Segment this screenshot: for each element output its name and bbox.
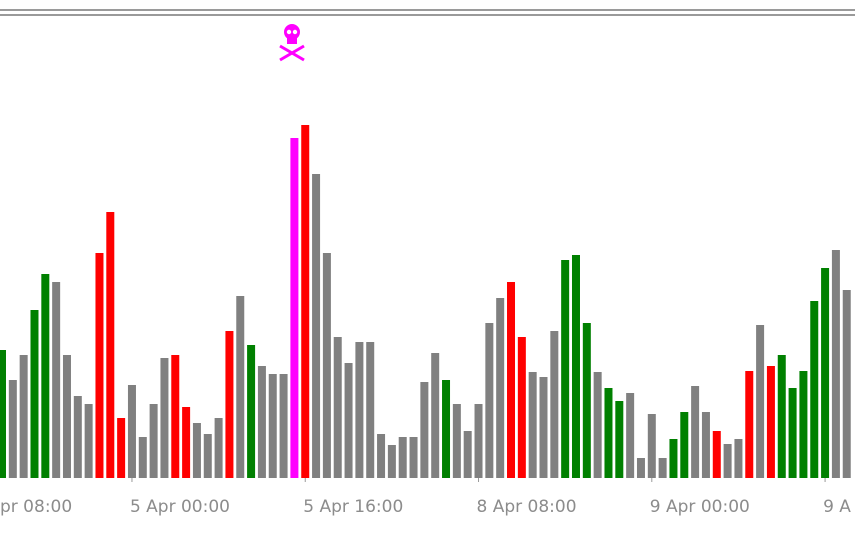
bar: [647, 414, 656, 478]
bar: [539, 377, 548, 478]
bar: [626, 393, 635, 478]
bar: [387, 445, 396, 478]
bar: [420, 382, 429, 478]
bar: [745, 371, 754, 478]
bar: [582, 323, 591, 478]
bar: [203, 434, 212, 478]
bar: [712, 431, 721, 478]
bar: [756, 325, 765, 478]
bar: [777, 355, 786, 478]
bar: [550, 331, 559, 478]
bar: [247, 345, 256, 478]
bar: [485, 323, 494, 478]
bar: [528, 372, 537, 478]
bar: [734, 439, 743, 478]
bar: [788, 388, 797, 478]
bar: [507, 282, 516, 478]
bar: [84, 404, 93, 478]
bar: [669, 439, 678, 478]
bar: [62, 355, 71, 478]
bar: [517, 337, 526, 478]
bar: [192, 423, 201, 478]
bar: [322, 253, 331, 478]
x-tick-label: 8 Apr 08:00: [477, 497, 577, 517]
x-tick-label: 5 Apr 16:00: [303, 497, 403, 517]
bar: [225, 331, 234, 478]
bar: [19, 355, 28, 478]
bar: [0, 350, 6, 478]
bar: [333, 337, 342, 478]
bar: [691, 386, 700, 478]
bar: [593, 372, 602, 478]
bar: [377, 434, 386, 478]
bar: [810, 301, 819, 478]
bar: [236, 296, 245, 478]
bar: [355, 342, 364, 478]
bar: [398, 437, 407, 478]
bar: [409, 437, 418, 478]
bar: [160, 358, 169, 478]
bar: [41, 274, 50, 478]
bar: [182, 407, 191, 478]
bar: [30, 310, 39, 478]
x-tick-label: 9 Apr 00:00: [650, 497, 750, 517]
bar: [268, 374, 277, 478]
bar: [95, 253, 104, 478]
x-tick-label: 5 Apr 00:00: [130, 497, 230, 517]
skull-icon: [279, 24, 305, 62]
bar: [799, 371, 808, 478]
bar: [496, 298, 505, 478]
bar: [344, 363, 353, 478]
bar: [680, 412, 689, 478]
bar: [52, 282, 61, 478]
bar: [658, 458, 667, 478]
bar: [301, 125, 310, 478]
bar: [171, 355, 180, 478]
bar: [636, 458, 645, 478]
bar: [604, 388, 613, 478]
bar: [842, 290, 851, 478]
bar: [257, 366, 266, 478]
bar: [366, 342, 375, 478]
bar: [73, 396, 82, 478]
bar: [149, 404, 158, 478]
bar: [701, 412, 710, 478]
bar: [615, 401, 624, 478]
x-tick-label: pr 08:00: [0, 497, 72, 517]
bar: [561, 260, 570, 478]
bar: [117, 418, 126, 478]
bar: [290, 138, 299, 478]
bar: [463, 431, 472, 478]
bar: [106, 212, 115, 478]
bar: [312, 174, 321, 478]
bar: [127, 385, 136, 478]
x-tick-label: 9 A: [823, 497, 851, 517]
bar: [831, 250, 840, 478]
bar: [138, 437, 147, 478]
bar: [431, 353, 440, 478]
bar: [766, 366, 775, 478]
bar: [571, 255, 580, 478]
bar: [723, 444, 732, 478]
bar: [452, 404, 461, 478]
bar: [442, 380, 451, 478]
bar: [474, 404, 483, 478]
bar: [279, 374, 288, 478]
bar: [821, 268, 830, 478]
bar: [8, 380, 17, 478]
bar: [214, 418, 223, 478]
